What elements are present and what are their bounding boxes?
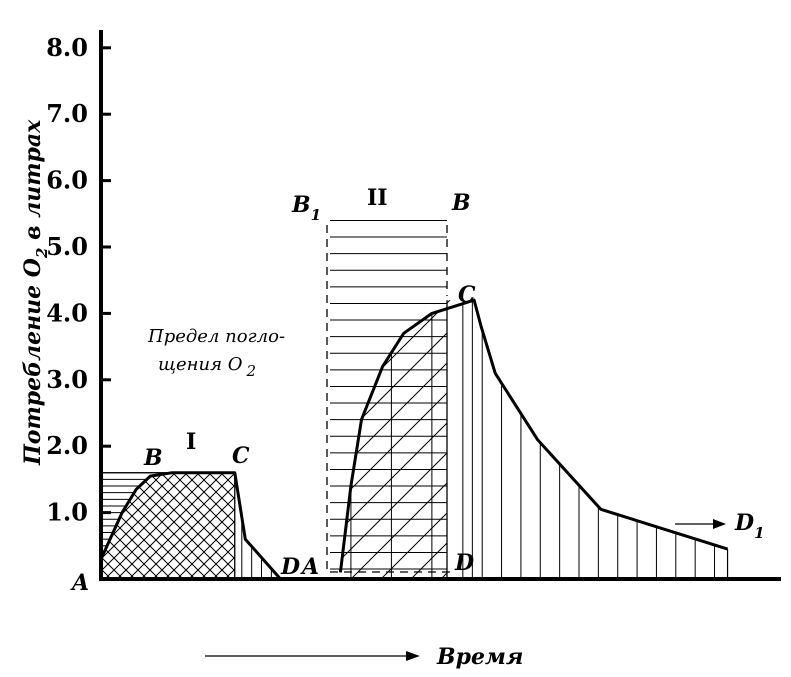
y-tick-label: 4.0 <box>46 298 88 327</box>
region-ii-consumption-fill <box>340 300 475 579</box>
point-d2-label: D <box>454 550 474 576</box>
point-c1-label: C <box>232 443 250 469</box>
region-ii-curve <box>338 298 729 573</box>
y-tick-label: 6.0 <box>46 166 88 195</box>
region-i-consumption-fill <box>101 472 235 579</box>
point-b1-label: B <box>143 445 163 471</box>
point-b1-top-label: B1 <box>291 192 321 224</box>
point-a1-label: A <box>70 570 89 596</box>
oxygen-debt-hatching <box>101 219 447 570</box>
region-i-curve <box>99 471 282 580</box>
y-tick-label: 1.0 <box>46 498 88 527</box>
point-d1-label: D <box>280 554 300 580</box>
y-tick-label: 8.0 <box>46 33 88 62</box>
point-d1-end-label: D1 <box>734 510 765 542</box>
point-a2-label: A <box>300 554 319 580</box>
y-tick-label: 7.0 <box>46 99 88 128</box>
d1-arrow-head <box>713 519 726 529</box>
x-title-arrow-head <box>406 651 420 661</box>
point-b2-label: B <box>451 190 471 216</box>
y-axis-title: Потребление O2 в литрах <box>20 119 51 466</box>
y-tick-label: 5.0 <box>46 232 88 261</box>
region-i-label: I <box>186 429 196 455</box>
limit-annotation-line1: Предел погло- <box>147 326 285 347</box>
x-axis-title: Время <box>436 644 523 670</box>
y-tick-label: 3.0 <box>46 365 88 394</box>
recovery-hatching <box>234 300 729 579</box>
consumption-curves <box>99 298 729 580</box>
y-tick-label: 2.0 <box>46 431 88 460</box>
region-ii-label: II <box>367 185 388 211</box>
y-axis-ticks: 1.0 2.0 3.0 4.0 5.0 6.0 7.0 8.0 <box>46 33 111 527</box>
point-c2-label: C <box>458 282 476 308</box>
